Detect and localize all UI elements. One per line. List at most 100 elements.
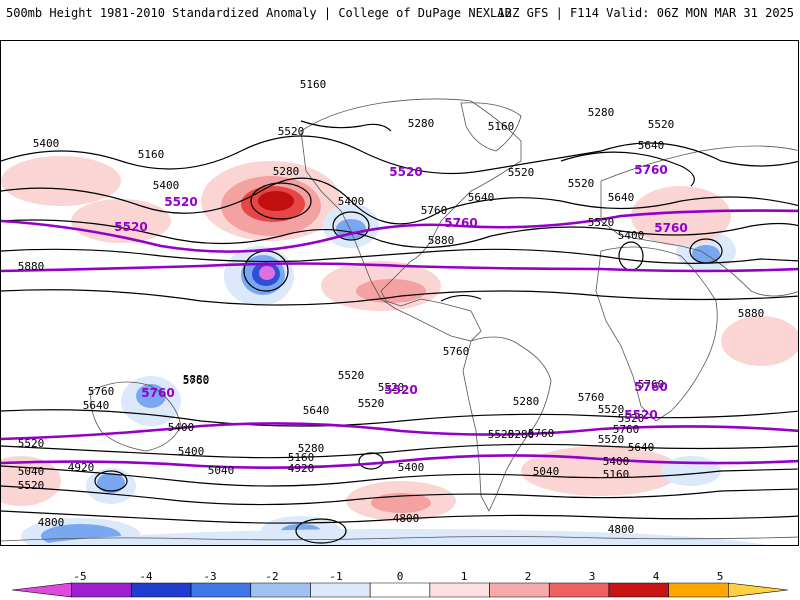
anomaly-region [631,186,731,246]
colorbar-segment [250,582,311,598]
contour-label: 5280 [408,117,435,130]
tick-label: -2 [265,570,279,583]
contour-label: 5520 [648,118,675,131]
contour-label: 5520 [378,381,405,394]
height-contour [1,177,798,225]
key-contour-label: 5760 [444,216,477,230]
colorbar-segment [190,582,252,598]
closed-contour [618,241,644,271]
contour-label: 5640 [303,404,330,417]
colorbar-ticks: -5 -4 -3 -2 -1 0 1 2 3 4 5 [0,570,800,584]
contour-label: 5400 [33,137,60,150]
key-contour-label: 5760 [654,221,687,235]
contour-label: 5880 [183,373,210,386]
height-contour [440,294,482,302]
colorbar-segment [668,582,729,598]
colorbar-segment [608,582,669,598]
contour-label: 5400 [178,445,205,458]
tick-label: -1 [329,570,343,583]
height-contour [1,248,798,264]
contour-label: 5520 [508,166,535,179]
contour-label: 5040 [208,464,235,477]
closed-contour [358,452,384,470]
height-contour [1,443,798,459]
key-height-contour [1,422,798,441]
coastline-africa [595,246,718,422]
anomaly-fill-layer [1,156,798,545]
key-contour-label: 5520 [114,220,147,234]
contour-label: 5760 [183,374,210,387]
contour-label: 5520 [618,412,645,425]
contour-label: 5040 [533,465,560,478]
key-height-contour [1,454,798,469]
contour-label: 5040 [18,465,45,478]
height-contour [1,485,798,506]
contour-label: 5280 [513,395,540,408]
closed-contour [250,182,312,220]
key-contours [1,209,798,469]
contour-label: 5640 [83,399,110,412]
height-contour [1,409,798,427]
colorbar-segment [369,582,431,598]
colorbar-segment [728,582,788,598]
contour-label: 5520 [18,479,45,492]
coastline-australia [90,381,182,452]
contour-label: 5520 [588,216,615,229]
contour-label: 5280 [273,165,300,178]
contour-label: 5160 [603,468,630,481]
colorbar [12,582,788,598]
anomaly-region [356,279,426,303]
weather-map[interactable]: 5160 5520 5280 5160 5280 5520 5400 5280 5160 5640… [1,41,799,546]
colorbar-segment [310,582,371,598]
contour-label: 5520 [488,428,515,441]
coastline-eurasia [600,145,798,297]
closed-contour [94,470,128,492]
map-panel[interactable]: 5160 5520 5280 5160 5280 5520 5400 5280 5160 5640… [0,40,799,546]
contour-label: 5760 [88,385,115,398]
height-contour [1,135,798,175]
contour-label: 5520 [568,177,595,190]
height-contour [1,510,798,524]
contour-label: 5160 [300,78,327,91]
contour-label: 5760 [528,427,555,440]
contour-label: 5760 [613,423,640,436]
contour-label: 4800 [393,512,420,525]
colorbar-segment [12,582,72,598]
contour-label: 5880 [18,260,45,273]
height-contour [1,219,798,249]
contour-label: 5640 [608,191,635,204]
header-title: 500mb Height 1981-2010 Standardized Anom… [6,6,512,20]
contour-label: 5880 [428,234,455,247]
contour-label: 5400 [168,421,195,434]
header-valid-time: 12Z GFS | F114 Valid: 06Z MON MAR 31 202… [497,6,794,20]
colorbar-segment [429,582,490,598]
anomaly-region [259,266,275,280]
anomaly-region [521,446,681,496]
coastline-antarctica [1,536,798,542]
colorbar-segment [548,582,610,598]
contour-label: 4920 [288,462,315,475]
tick-label: 0 [396,570,404,583]
contour-label: 5280 [298,442,325,455]
coastline-greenland [460,102,522,152]
contour-labels: 5160 5520 5280 5160 5280 5520 5400 5280 5160 5640… [18,78,765,536]
anomaly-region [721,316,798,366]
key-contour-label: 5760 [634,380,667,394]
contour-label: 5400 [398,461,425,474]
contour-label: 5520 [18,437,45,450]
contour-label: 5520 [598,433,625,446]
contour-label: 5160 [488,120,515,133]
anomaly-region [258,191,294,211]
contour-label: 5520 [358,397,385,410]
height-contour [560,151,695,187]
key-height-contour [1,209,798,253]
contour-label: 5400 [603,455,630,468]
height-contour [1,465,798,487]
colorbar-segment [71,582,132,598]
coastline-north-america [300,98,522,342]
contour-label: 5400 [153,179,180,192]
anomaly-region [35,529,767,545]
closed-contour [332,211,370,241]
contour-label: 5760 [421,204,448,217]
colorbar-segment [131,582,192,598]
